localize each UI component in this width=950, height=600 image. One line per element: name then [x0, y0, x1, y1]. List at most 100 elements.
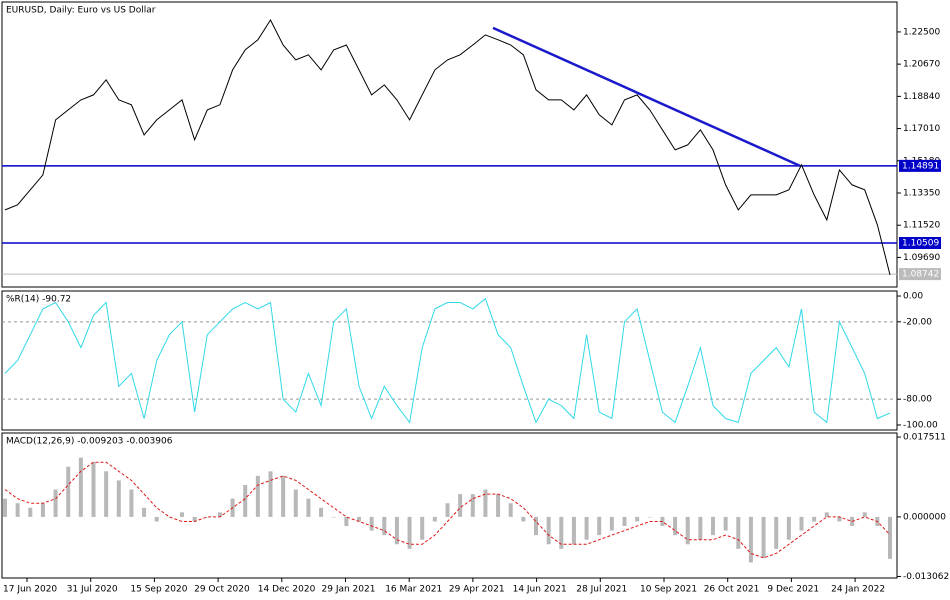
macd-bar: [647, 516, 652, 518]
x-tick-label: 31 Jul 2020: [67, 585, 118, 595]
panel-title: EURUSD, Daily: Euro vs US Dollar: [6, 6, 156, 16]
x-tick-label: 28 Jul 2021: [576, 585, 627, 595]
panel-frame: [1, 290, 898, 431]
level-tag-label: 1.10509: [902, 239, 939, 249]
level-tag: [899, 237, 941, 250]
macd-bar: [205, 516, 210, 518]
macd-bar: [293, 489, 298, 517]
macd-bar: [483, 489, 488, 517]
x-tick-label: 14 Dec 2020: [258, 585, 316, 595]
macd-bar: [673, 516, 678, 536]
macd-bar: [142, 507, 147, 517]
macd-bar: [331, 516, 336, 518]
panel-title: %R(14) -90.72: [6, 295, 71, 305]
macd-bar: [799, 516, 804, 531]
y-tick-label: 1.11520: [903, 221, 940, 231]
macd-bar: [116, 480, 121, 517]
y-tick-label: 1.20670: [903, 60, 940, 70]
y-tick-label: 1.22500: [903, 27, 940, 37]
macd-bar: [521, 516, 526, 522]
macd-bar: [761, 516, 766, 558]
macd-bar: [748, 516, 753, 563]
macd-bar: [534, 516, 538, 536]
macd-bar: [78, 457, 83, 517]
y-tick-label: 0.00: [903, 292, 923, 302]
macd-bar: [255, 475, 260, 517]
x-tick-label: 29 Oct 2020: [194, 585, 250, 595]
price-line: [4, 18, 891, 276]
macd-bar: [394, 516, 399, 545]
macd-bar: [635, 516, 640, 522]
x-tick-label: 26 Oct 2021: [704, 585, 760, 595]
x-tick-label: 9 Dec 2021: [767, 585, 819, 595]
x-tick-label: 16 Mar 2021: [385, 585, 442, 595]
macd-bar: [192, 516, 197, 522]
macd-bar: [154, 516, 159, 522]
macd-bar: [432, 516, 437, 522]
macd-bar: [445, 503, 450, 517]
macd-bar: [15, 503, 20, 517]
macd-bar: [609, 516, 614, 531]
x-tick-label: 15 Sep 2020: [130, 585, 187, 595]
y-tick-label: 1.09690: [903, 253, 940, 263]
macd-bar: [571, 516, 576, 545]
macd-bar: [711, 516, 715, 536]
macd-bar: [357, 516, 361, 522]
macd-bar: [597, 516, 602, 536]
panel-frame: [1, 1, 898, 288]
x-tick-label: 14 Jun 2021: [513, 585, 567, 595]
y-tick-label: 1.13350: [903, 188, 940, 198]
panel-title: MACD(12,26,9) -0.009203 -0.003906: [6, 437, 173, 447]
macd-bar: [66, 466, 71, 517]
trendline: [492, 26, 801, 168]
macd-signal-line: [4, 461, 891, 559]
macd-bar: [129, 489, 134, 517]
macd-bar: [470, 494, 475, 517]
y-tick-label: 1.18840: [903, 92, 940, 102]
macd-bar: [622, 516, 627, 527]
macd-bar: [888, 516, 892, 559]
macd-bar: [685, 516, 690, 545]
macd-bar: [546, 516, 551, 545]
macd-bar: [837, 516, 842, 522]
macd-bar: [382, 516, 387, 536]
macd-bar: [723, 516, 728, 531]
macd-bar: [3, 498, 7, 517]
macd-bar: [496, 494, 501, 517]
macd-bar: [268, 471, 273, 517]
macd-bar: [104, 471, 109, 517]
macd-bar: [736, 516, 741, 549]
macd-bar: [167, 516, 172, 518]
macd-bar: [786, 516, 791, 540]
macd-bar: [407, 516, 412, 549]
y-tick-label: -0.013062: [903, 572, 949, 582]
macd-bar: [369, 516, 374, 531]
y-tick-label: -80.00: [903, 395, 932, 405]
macd-bar: [774, 516, 779, 549]
y-tick-label: -20.00: [903, 317, 932, 327]
macd-bar: [824, 512, 829, 517]
y-tick-label: 1.17010: [903, 124, 940, 134]
macd-bar: [508, 503, 513, 517]
last-price-tag: [899, 268, 941, 281]
macd-bar: [698, 516, 703, 540]
y-tick-label: 0.000000: [903, 512, 946, 522]
macd-bar: [281, 475, 286, 517]
y-tick-label: -100.00: [903, 420, 938, 430]
macd-bar: [53, 489, 58, 517]
macd-bar: [40, 503, 45, 517]
macd-bar: [217, 512, 222, 517]
level-tag-label: 1.14891: [902, 161, 939, 171]
x-tick-label: 24 Jan 2022: [831, 585, 885, 595]
macd-bar: [243, 484, 248, 517]
level-tag: [899, 159, 941, 172]
macd-bar: [344, 516, 349, 527]
macd-bar: [458, 494, 463, 517]
x-tick-label: 29 Apr 2021: [449, 585, 505, 595]
panel-frame: [1, 432, 898, 579]
macd-bar: [812, 516, 817, 522]
x-tick-label: 10 Sep 2021: [640, 585, 697, 595]
